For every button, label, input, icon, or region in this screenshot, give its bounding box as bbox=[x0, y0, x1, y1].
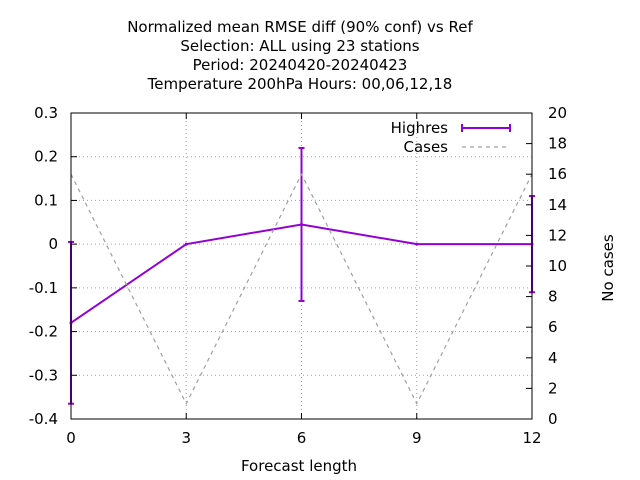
title-line: Selection: ALL using 23 stations bbox=[180, 37, 419, 55]
legend-label: Cases bbox=[403, 138, 448, 156]
y2-axis-label: No cases bbox=[599, 234, 617, 302]
y-tick-label: 0.3 bbox=[34, 104, 58, 122]
data-point bbox=[300, 222, 303, 226]
x-tick-label: 12 bbox=[522, 429, 541, 447]
y2-tick-label: 8 bbox=[548, 288, 558, 306]
y-tick-label: -0.4 bbox=[29, 410, 58, 428]
legend-label: Highres bbox=[391, 119, 449, 137]
y2-tick-label: 18 bbox=[548, 135, 567, 153]
title-line: Temperature 200hPa Hours: 00,06,12,18 bbox=[147, 75, 453, 93]
y2-tick-label: 10 bbox=[548, 257, 567, 275]
y-tick-label: -0.2 bbox=[29, 323, 58, 341]
y2-tick-label: 16 bbox=[548, 165, 567, 183]
y2-tick-label: 12 bbox=[548, 226, 567, 244]
axis-ticks: 0 3 6 9 12 -0.4 -0.3 -0.2 -0.1 0 0.1 0.2 0.3 0 2 4 6 8 10 1… bbox=[29, 104, 567, 447]
chart-title: Normalized mean RMSE diff (90% conf) vs … bbox=[127, 18, 473, 93]
y-tick-label: -0.1 bbox=[29, 279, 58, 297]
x-tick-label: 9 bbox=[412, 429, 422, 447]
data-point bbox=[184, 242, 188, 246]
y-tick-label: 0 bbox=[48, 235, 58, 253]
y-tick-label: 0.1 bbox=[34, 191, 58, 209]
y2-tick-label: 6 bbox=[548, 318, 558, 336]
y2-tick-label: 4 bbox=[548, 349, 558, 367]
x-tick-label: 3 bbox=[181, 429, 191, 447]
x-tick-label: 6 bbox=[297, 429, 307, 447]
y2-tick-label: 0 bbox=[548, 410, 558, 428]
x-tick-label: 0 bbox=[66, 429, 76, 447]
y2-tick-label: 20 bbox=[548, 104, 567, 122]
title-line: Period: 20240420-20240423 bbox=[193, 56, 408, 74]
title-line: Normalized mean RMSE diff (90% conf) vs … bbox=[127, 18, 473, 36]
y2-tick-label: 2 bbox=[548, 379, 558, 397]
x-axis-label: Forecast length bbox=[241, 457, 357, 475]
y2-tick-label: 14 bbox=[548, 196, 567, 214]
data-point bbox=[415, 242, 419, 246]
y-tick-label: -0.3 bbox=[29, 366, 58, 384]
y-tick-label: 0.2 bbox=[34, 148, 58, 166]
series-line-cases bbox=[70, 172, 533, 406]
